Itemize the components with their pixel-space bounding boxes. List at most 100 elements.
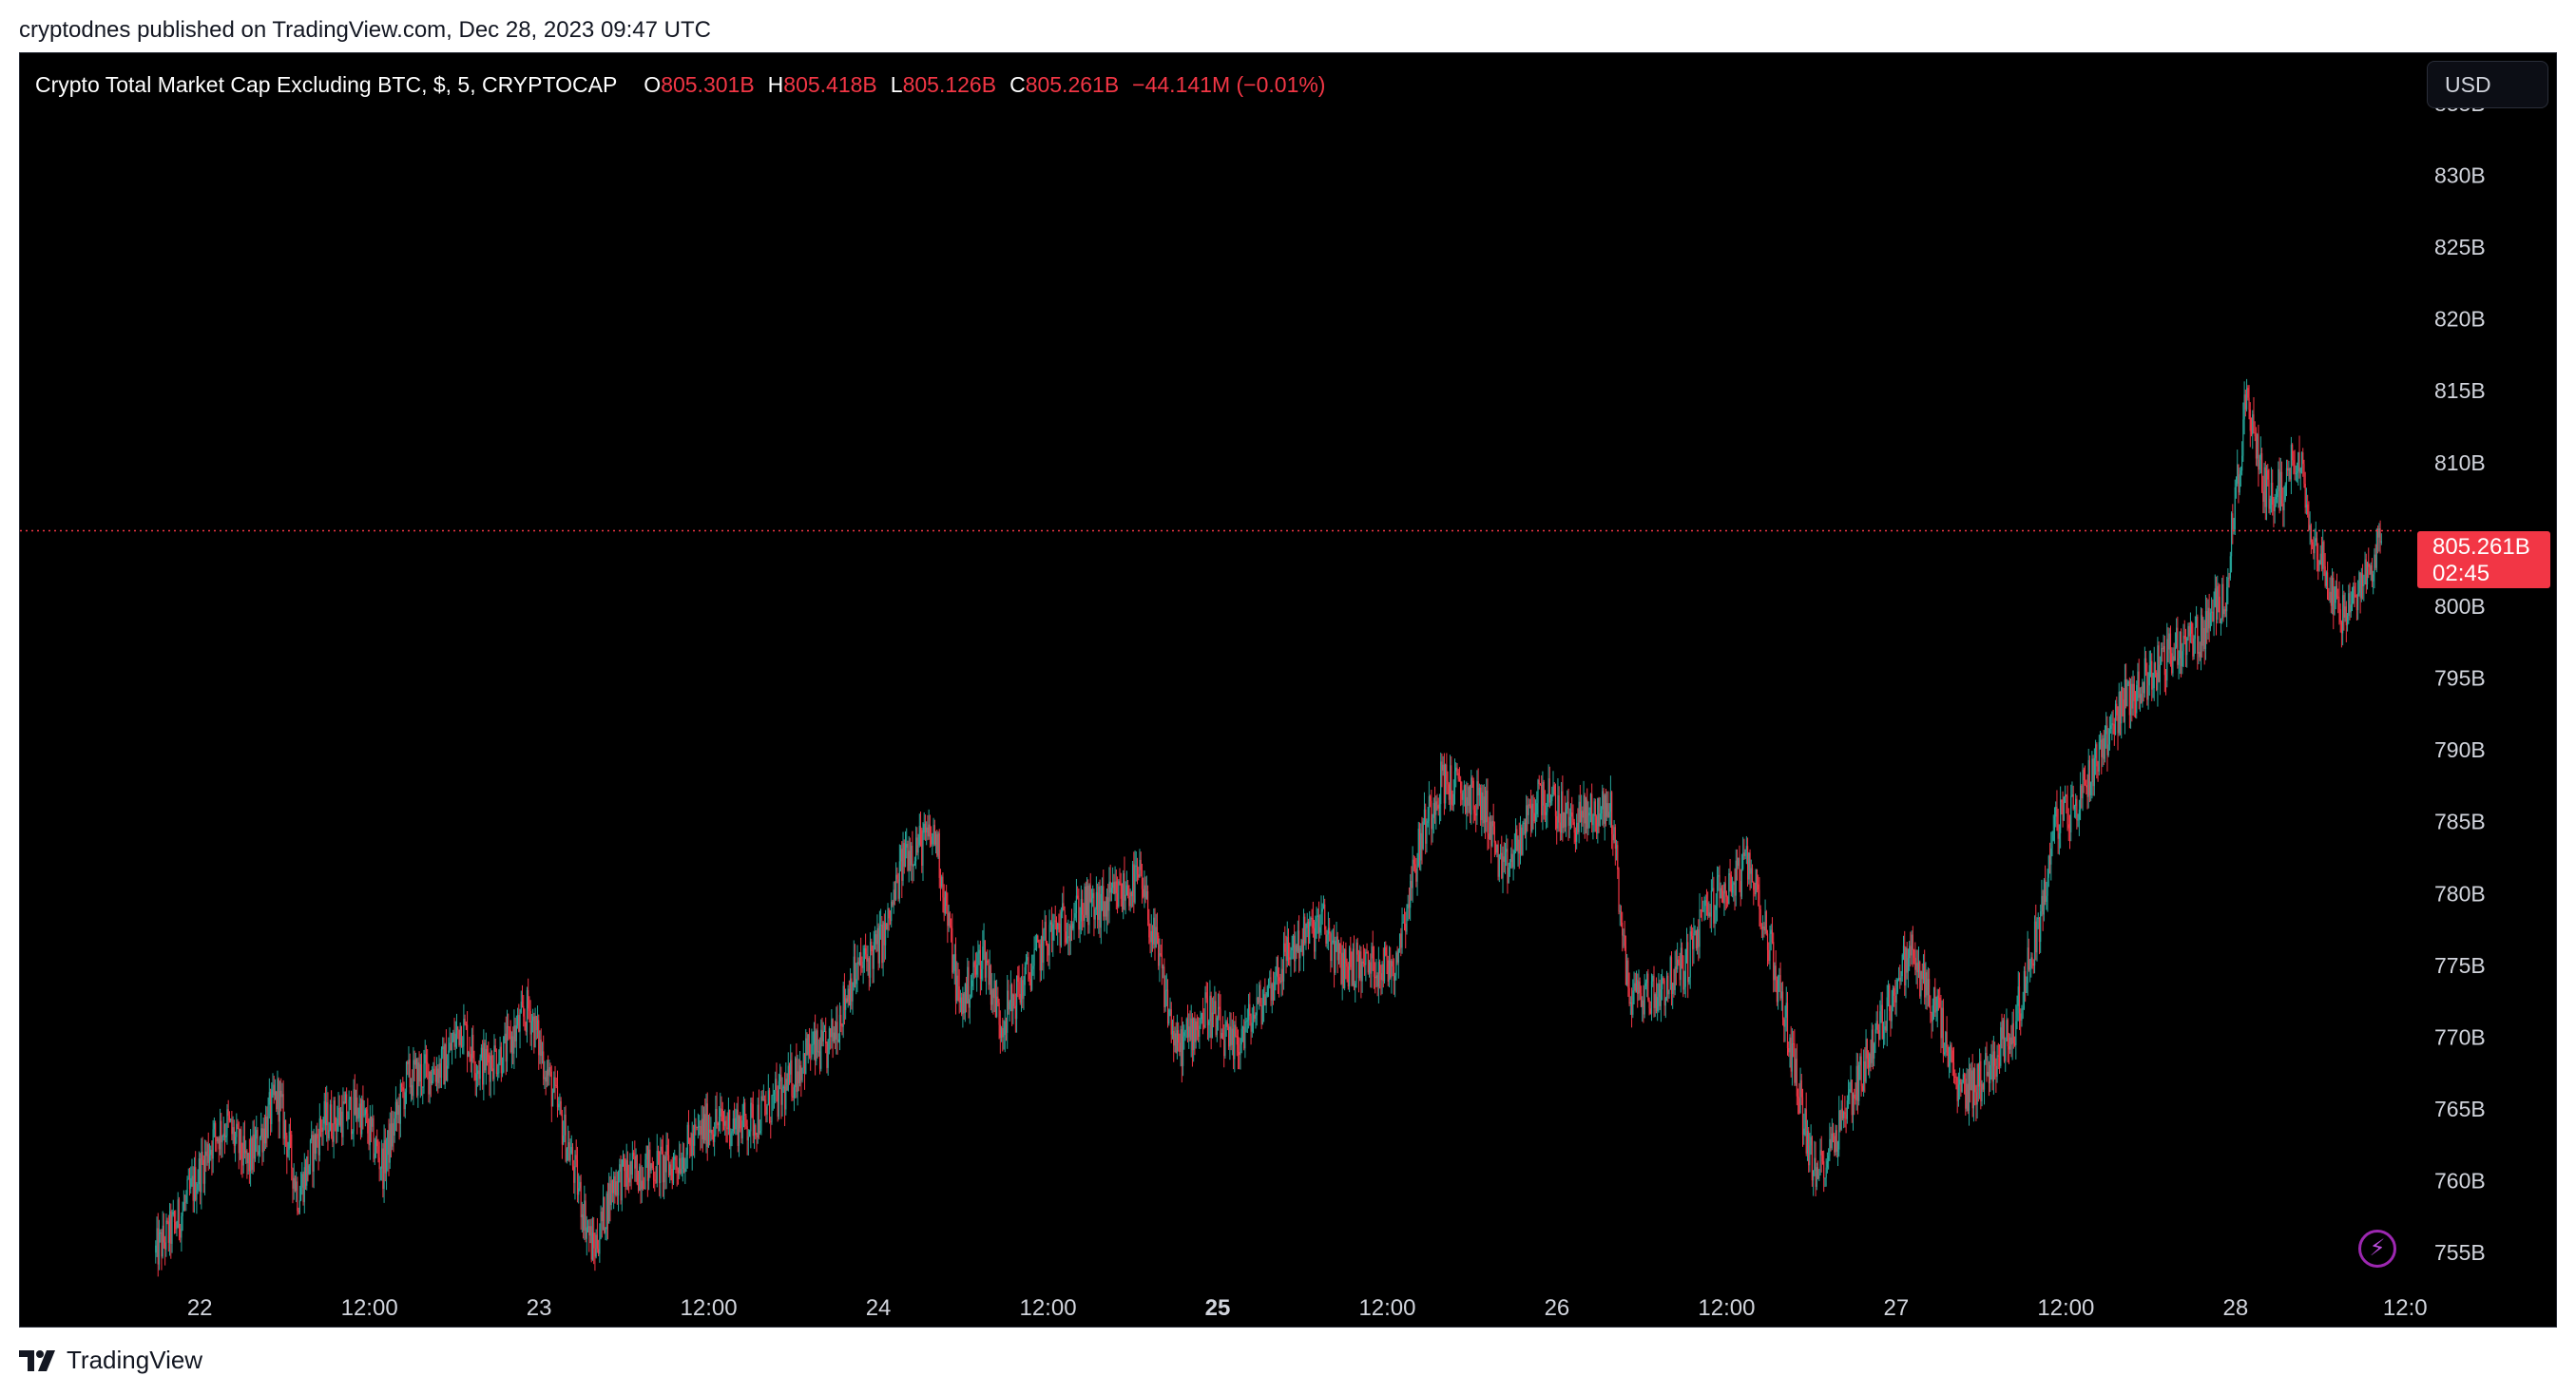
candle-body bbox=[911, 846, 913, 866]
candle-body bbox=[1786, 1003, 1789, 1048]
price-chart[interactable]: 835B830B825B820B815B810B800B795B790B785B… bbox=[20, 53, 2557, 1328]
symbol-legend[interactable]: Crypto Total Market Cap Excluding BTC, $… bbox=[35, 72, 1325, 98]
candles-layer bbox=[155, 378, 2382, 1277]
tradingview-brand[interactable]: TradingView bbox=[19, 1346, 202, 1375]
candle-body bbox=[200, 1158, 202, 1193]
candle-body bbox=[206, 1144, 208, 1156]
candle-body bbox=[2320, 553, 2323, 569]
candle-body bbox=[459, 1025, 461, 1045]
candle-body bbox=[1549, 801, 1552, 803]
candle-body bbox=[811, 1044, 813, 1057]
candle-body bbox=[1906, 947, 1908, 973]
candle-body bbox=[2070, 795, 2072, 832]
candle-body bbox=[919, 826, 922, 831]
candle-body bbox=[1967, 1083, 1969, 1112]
candle-body bbox=[503, 1036, 505, 1073]
candle-body bbox=[832, 1019, 834, 1041]
candle-body bbox=[1930, 1005, 1932, 1014]
candle-body bbox=[2050, 848, 2052, 865]
candle-body bbox=[1618, 869, 1620, 912]
candle-body bbox=[629, 1161, 631, 1183]
candle-body bbox=[2354, 585, 2355, 595]
candle-body bbox=[764, 1099, 766, 1107]
candle-body bbox=[1440, 761, 1442, 805]
candle-body bbox=[465, 1024, 467, 1026]
candle-body bbox=[942, 876, 944, 898]
candle-body bbox=[2002, 1020, 2004, 1040]
candle-body bbox=[202, 1159, 204, 1184]
publisher-line: cryptodnes published on TradingView.com,… bbox=[19, 17, 711, 43]
candle-body bbox=[1292, 935, 1295, 948]
candle-body bbox=[833, 1032, 835, 1041]
chart-frame[interactable]: 835B830B825B820B815B810B800B795B790B785B… bbox=[19, 52, 2557, 1328]
candle-body bbox=[1606, 803, 1608, 817]
candle-body bbox=[709, 1129, 711, 1134]
candle-body bbox=[192, 1175, 194, 1201]
candle-body bbox=[2289, 468, 2291, 480]
candle-body bbox=[1209, 995, 1211, 1022]
candle-body bbox=[536, 1020, 539, 1031]
candle-body bbox=[1650, 981, 1653, 1014]
candle-body bbox=[1913, 949, 1915, 958]
y-tick-label: 815B bbox=[2434, 378, 2486, 403]
candle-body bbox=[1296, 945, 1298, 952]
candle-body bbox=[392, 1122, 394, 1147]
candle-body bbox=[704, 1114, 706, 1141]
candle-body bbox=[1487, 790, 1489, 834]
candle-body bbox=[2031, 957, 2033, 964]
candle-body bbox=[2241, 455, 2243, 471]
candle-body bbox=[2351, 602, 2354, 605]
candle-body bbox=[1153, 917, 1155, 945]
candle-body bbox=[1703, 906, 1705, 911]
candle-body bbox=[1170, 1009, 1172, 1035]
candle-body bbox=[400, 1083, 403, 1088]
candle-body bbox=[808, 1034, 811, 1057]
candle-body bbox=[985, 960, 988, 978]
candle-body bbox=[933, 825, 935, 845]
currency-button[interactable]: USD bbox=[2427, 61, 2548, 108]
candle-body bbox=[2017, 986, 2019, 1006]
candle-body bbox=[2303, 464, 2305, 485]
candle-body bbox=[2148, 664, 2150, 686]
candle-body bbox=[570, 1147, 572, 1154]
candle-body bbox=[555, 1084, 557, 1086]
candle-body bbox=[1380, 973, 1382, 981]
lightning-bolt-icon[interactable]: ⚡ bbox=[2358, 1230, 2396, 1268]
candle-body bbox=[1915, 963, 1917, 970]
candle-body bbox=[541, 1051, 544, 1057]
low-label: L bbox=[890, 72, 903, 97]
candle-body bbox=[471, 1034, 473, 1061]
candle-body bbox=[1033, 949, 1035, 966]
candle-body bbox=[1665, 975, 1668, 999]
candle-body bbox=[316, 1134, 317, 1154]
candle-body bbox=[1438, 804, 1441, 809]
candle-body bbox=[1828, 1156, 1830, 1161]
candle-body bbox=[2374, 554, 2376, 568]
candle-body bbox=[490, 1055, 493, 1069]
candle-body bbox=[591, 1233, 594, 1260]
candle-body bbox=[1141, 869, 1144, 889]
candle-body bbox=[2142, 682, 2143, 703]
candle-body bbox=[1815, 1157, 1817, 1187]
candle-body bbox=[1759, 908, 1761, 928]
candle-body bbox=[2056, 806, 2058, 825]
candle-body bbox=[1885, 1026, 1887, 1031]
candle-body bbox=[1538, 779, 1540, 784]
candle-body bbox=[753, 1125, 756, 1137]
candle-body bbox=[1944, 1052, 1946, 1055]
candle-body bbox=[2254, 432, 2256, 437]
candle-body bbox=[2086, 787, 2088, 797]
candle-body bbox=[1259, 984, 1261, 1005]
candle-body bbox=[1453, 771, 1456, 794]
candle-body bbox=[1945, 1032, 1947, 1053]
candle-body bbox=[1067, 936, 1069, 939]
candle-body bbox=[972, 962, 974, 981]
candle-body bbox=[1685, 942, 1688, 949]
candle-body bbox=[559, 1100, 561, 1104]
candle-body bbox=[1151, 930, 1154, 945]
candle-body bbox=[782, 1086, 784, 1089]
candle-body bbox=[228, 1116, 231, 1120]
candle-body bbox=[233, 1127, 235, 1146]
candle-body bbox=[435, 1068, 438, 1082]
candle-body bbox=[1274, 982, 1276, 1001]
